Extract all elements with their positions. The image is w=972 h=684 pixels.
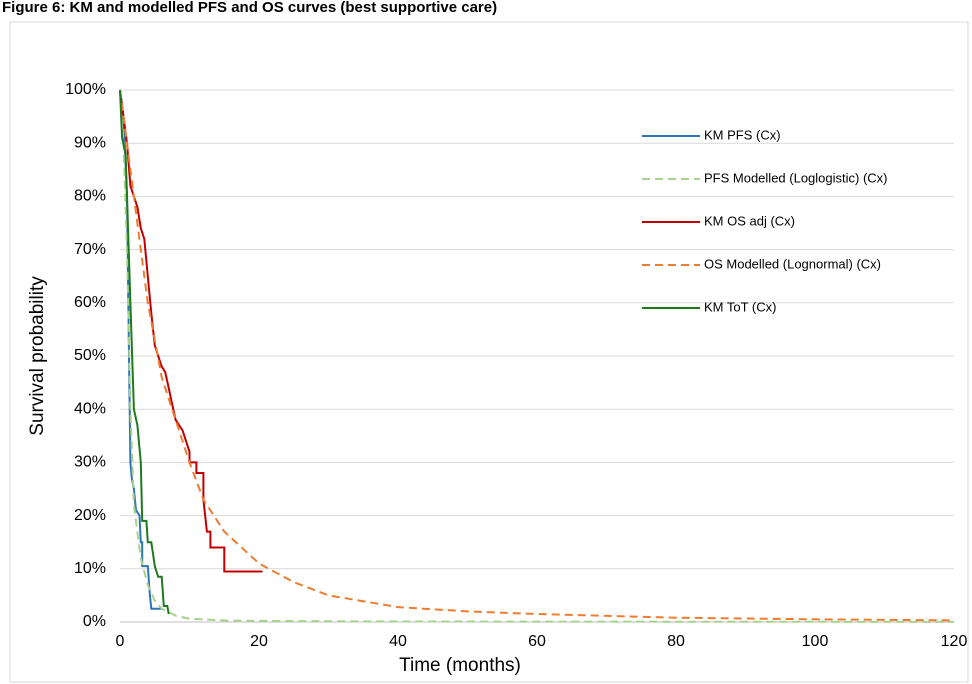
- y-tick-label: 50%: [74, 347, 106, 364]
- x-tick-label: 80: [667, 633, 685, 650]
- x-tick-label: 60: [528, 633, 546, 650]
- series-line: [119, 89, 955, 622]
- legend-label: OS Modelled (Lognormal) (Cx): [704, 256, 881, 271]
- y-tick-label: 90%: [74, 134, 106, 151]
- y-tick-label: 80%: [74, 188, 106, 205]
- x-tick-label: 20: [250, 633, 268, 650]
- x-tick-label: 100: [802, 633, 829, 650]
- x-tick-label: 0: [116, 633, 125, 650]
- series-line: [119, 89, 170, 615]
- legend-label: KM ToT (Cx): [704, 299, 776, 314]
- y-tick-label: 60%: [74, 294, 106, 311]
- chart-title: Figure 6: KM and modelled PFS and OS cur…: [2, 0, 497, 16]
- series-line: [119, 89, 955, 623]
- x-tick-label: 40: [389, 633, 407, 650]
- y-tick-label: 10%: [74, 560, 106, 577]
- y-tick-label: 70%: [74, 241, 106, 258]
- legend-label: KM PFS (Cx): [704, 127, 781, 142]
- legend-label: PFS Modelled (Loglogistic) (Cx): [704, 170, 888, 185]
- x-axis-label: Time (months): [399, 655, 521, 676]
- y-tick-label: 40%: [74, 400, 106, 417]
- y-axis-label: Survival probability: [27, 276, 48, 436]
- chart-frame: [9, 21, 969, 683]
- y-tick-label: 0%: [83, 613, 106, 630]
- y-tick-label: 100%: [65, 81, 106, 98]
- y-tick-label: 30%: [74, 454, 106, 471]
- legend-label: KM OS adj (Cx): [704, 213, 795, 228]
- y-tick-label: 20%: [74, 507, 106, 524]
- x-tick-label: 120: [941, 633, 968, 650]
